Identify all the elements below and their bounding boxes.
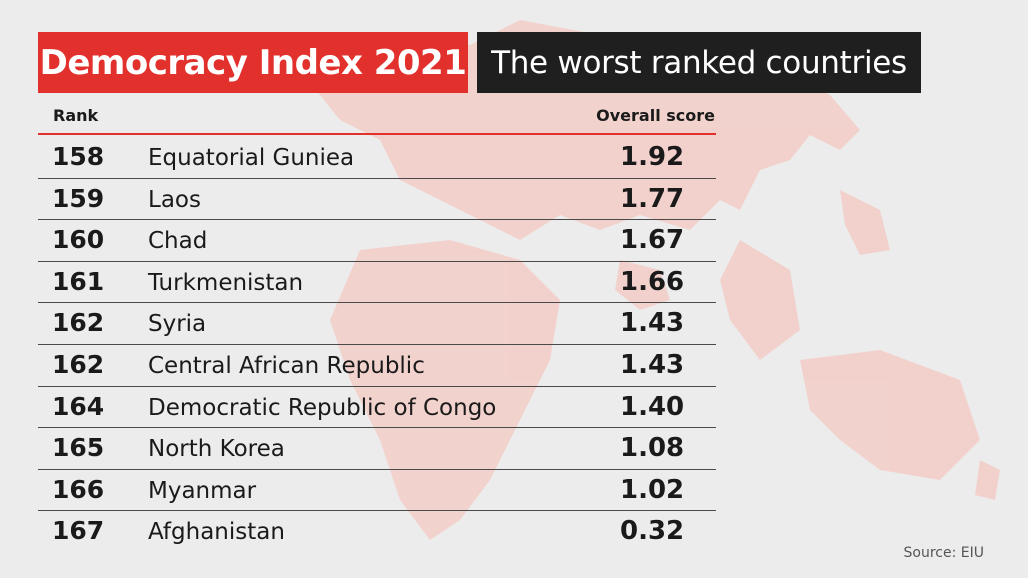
rank-column-header: Rank xyxy=(53,106,99,125)
country-cell: Equatorial Guniea xyxy=(148,145,355,171)
score-cell: 1.40 xyxy=(620,391,685,422)
table-row: 166 Myanmar 1.02 xyxy=(38,470,716,512)
score-cell: 1.92 xyxy=(620,142,685,172)
score-cell: 1.43 xyxy=(620,349,685,380)
table-row: 160 Chad 1.67 xyxy=(38,220,716,262)
rank-cell: 160 xyxy=(52,225,105,255)
table-row: 162 Syria 1.43 xyxy=(38,303,716,345)
score-cell: 1.77 xyxy=(620,183,685,214)
country-cell: Central African Republic xyxy=(148,352,425,379)
table-row: 167 Afghanistan 0.32 xyxy=(38,511,716,553)
rank-cell: 166 xyxy=(52,474,105,504)
table-row: 158 Equatorial Guniea 1.92 xyxy=(38,137,716,179)
table-row: 164 Democratic Republic of Congo 1.40 xyxy=(38,387,716,429)
table-row: 159 Laos 1.77 xyxy=(38,179,716,221)
score-cell: 1.43 xyxy=(620,308,685,339)
score-cell: 1.02 xyxy=(620,474,685,505)
source-note: Source: EIU xyxy=(903,545,984,561)
score-cell: 1.66 xyxy=(620,266,685,297)
rank-cell: 161 xyxy=(52,266,105,296)
country-cell: Afghanistan xyxy=(148,519,285,546)
score-cell: 1.08 xyxy=(620,433,685,464)
rank-cell: 162 xyxy=(52,349,105,379)
score-cell: 1.67 xyxy=(620,225,685,256)
rank-cell: 167 xyxy=(52,516,105,546)
header-divider xyxy=(38,133,716,135)
ranking-table: 158 Equatorial Guniea 1.92 159 Laos 1.77 160 Ch… xyxy=(38,137,716,553)
country-cell: Democratic Republic of Congo xyxy=(148,394,497,421)
rank-cell: 159 xyxy=(52,183,105,213)
title-banner: Democracy Index 2021 xyxy=(38,32,468,93)
table-row: 165 North Korea 1.08 xyxy=(38,428,716,470)
rank-cell: 162 xyxy=(52,308,105,338)
country-cell: Myanmar xyxy=(148,477,257,504)
country-cell: North Korea xyxy=(148,436,285,463)
country-cell: Laos xyxy=(148,186,201,213)
subtitle-banner: The worst ranked countries xyxy=(477,32,921,93)
table-row: 161 Turkmenistan 1.66 xyxy=(38,262,716,304)
country-cell: Syria xyxy=(148,311,207,338)
country-cell: Chad xyxy=(148,228,208,255)
table-row: 162 Central African Republic 1.43 xyxy=(38,345,716,387)
score-cell: 0.32 xyxy=(620,516,685,547)
country-cell: Turkmenistan xyxy=(148,269,304,296)
rank-cell: 164 xyxy=(52,391,105,421)
score-column-header: Overall score xyxy=(596,106,715,125)
rank-cell: 158 xyxy=(52,142,105,171)
rank-cell: 165 xyxy=(52,433,105,463)
